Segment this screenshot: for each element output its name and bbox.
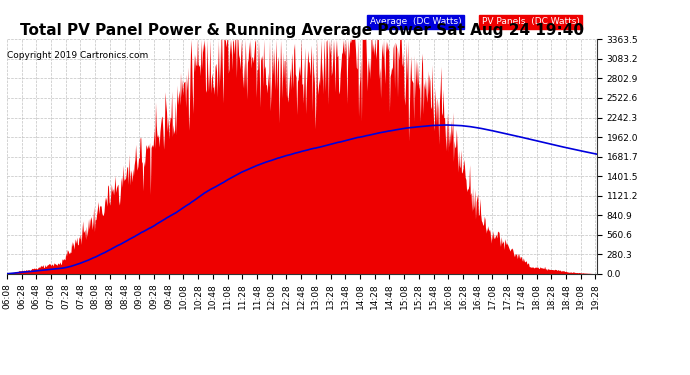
Text: Copyright 2019 Cartronics.com: Copyright 2019 Cartronics.com	[7, 51, 148, 60]
Text: PV Panels  (DC Watts): PV Panels (DC Watts)	[482, 18, 580, 27]
Title: Total PV Panel Power & Running Average Power Sat Aug 24 19:40: Total PV Panel Power & Running Average P…	[20, 23, 584, 38]
Text: Average  (DC Watts): Average (DC Watts)	[370, 18, 462, 27]
